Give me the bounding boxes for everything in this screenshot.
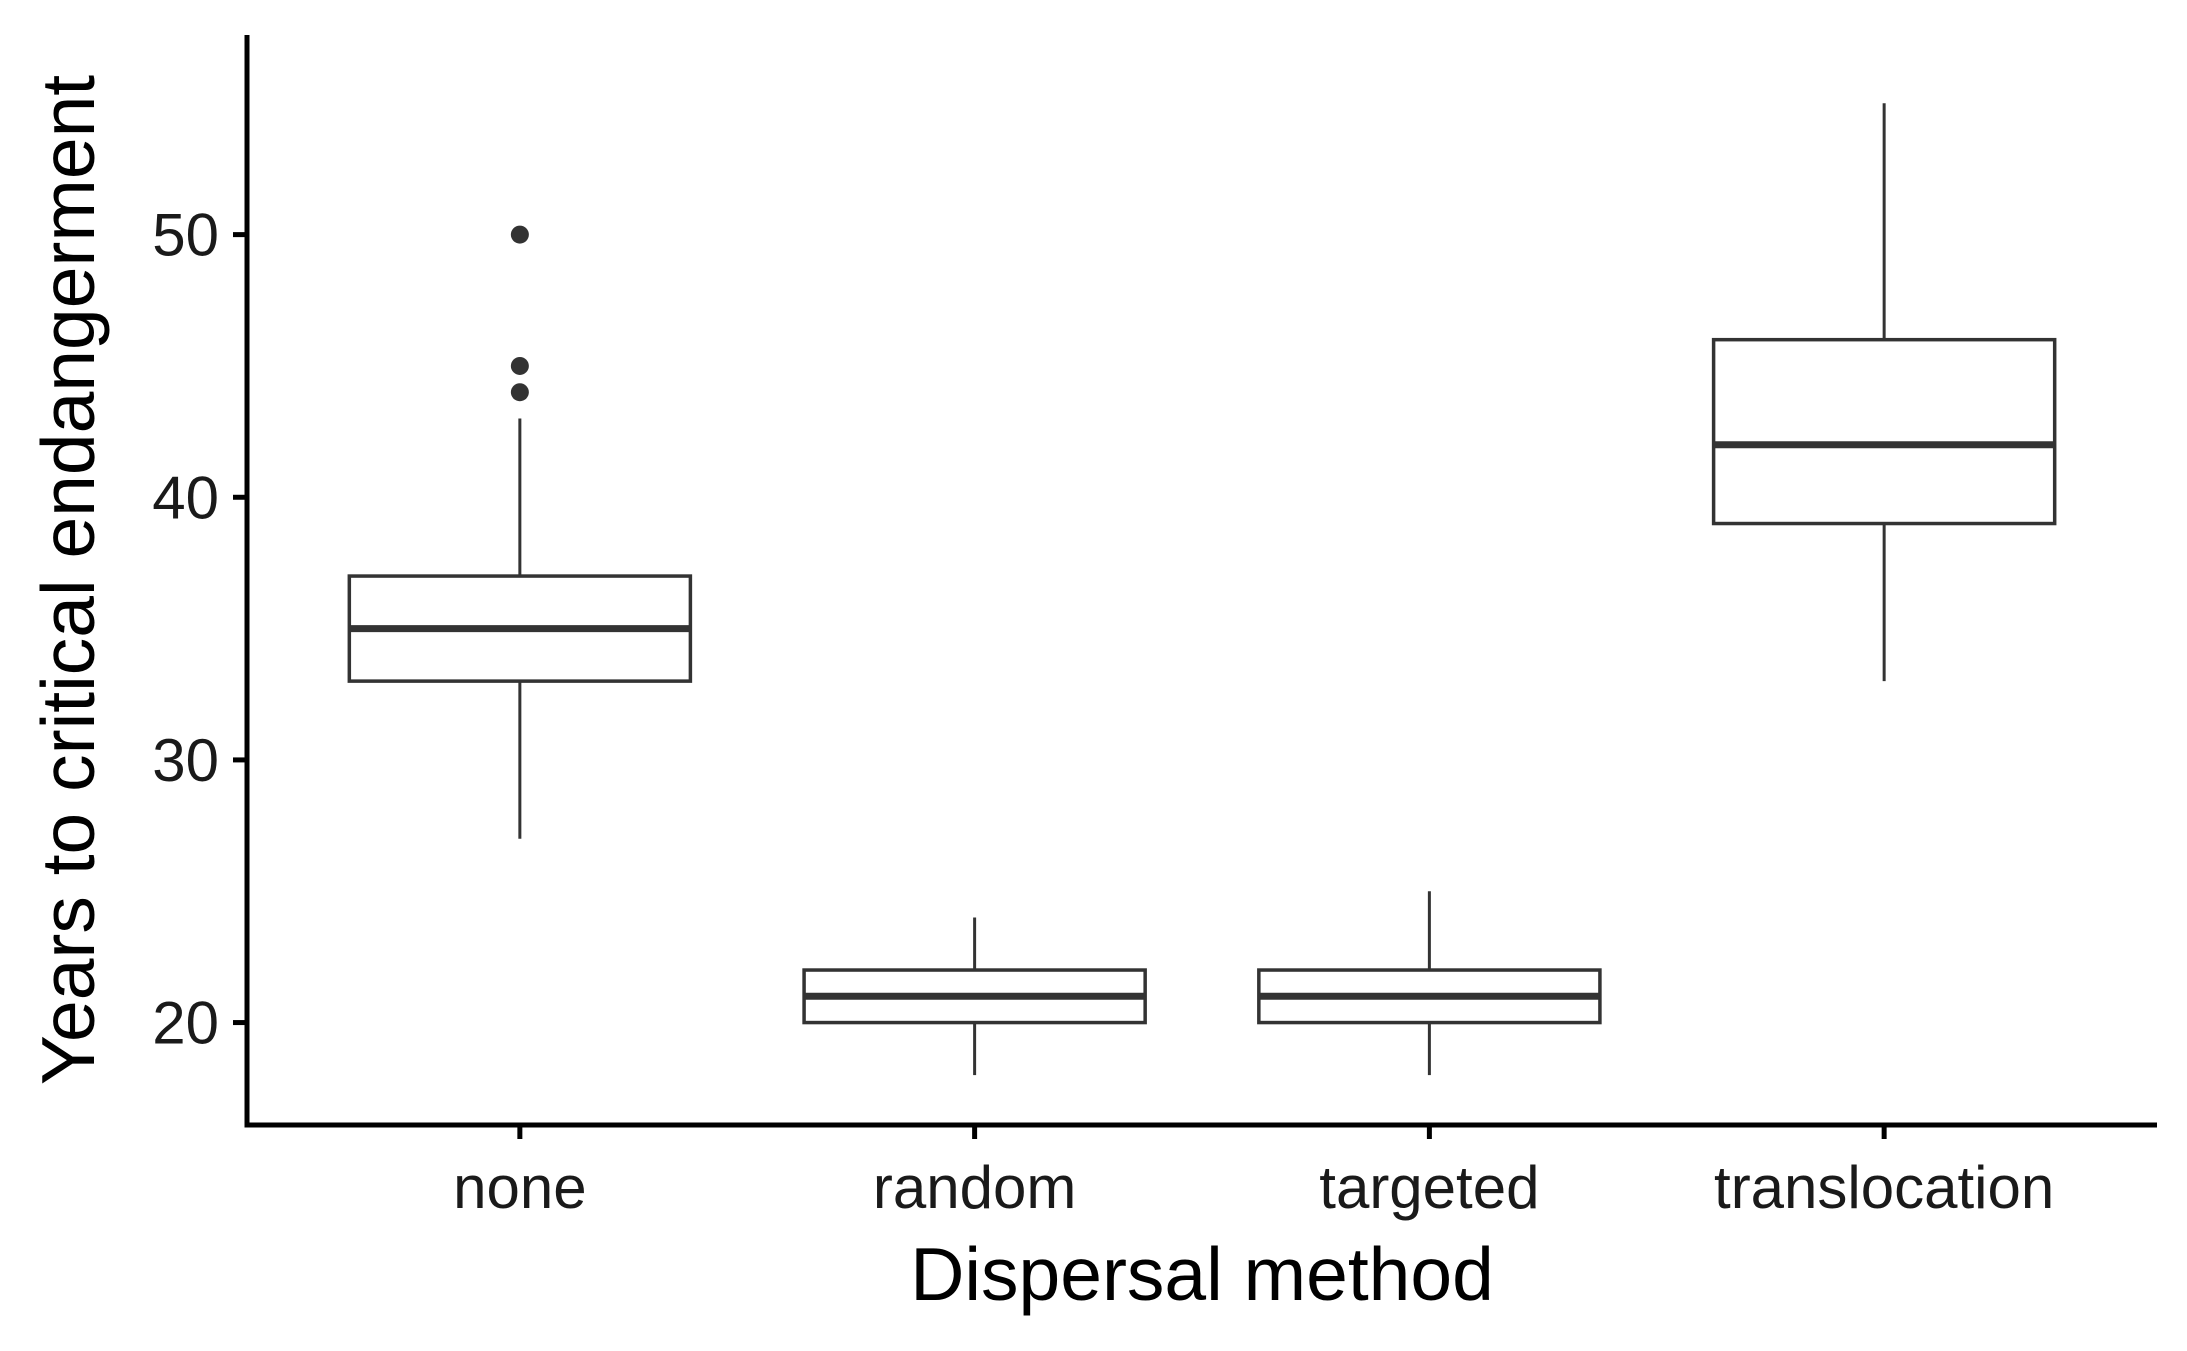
y-axis-ticks: 20 30 40 50: [152, 202, 247, 1057]
y-tick-label: 20: [152, 990, 219, 1057]
x-axis-title: Dispersal method: [910, 1232, 1494, 1316]
x-tick-label: translocation: [1714, 1154, 2054, 1221]
outlier-point: [510, 383, 529, 402]
x-tick-label: random: [873, 1154, 1076, 1221]
x-tick-label: targeted: [1319, 1154, 1539, 1221]
plot-area: [347, 103, 2057, 1076]
y-tick-label: 40: [152, 464, 219, 531]
x-axis-ticks: none random targeted translocation: [453, 1125, 2054, 1221]
box-group-none: [347, 225, 693, 839]
y-tick-label: 30: [152, 727, 219, 794]
box-group-translocation: [1711, 103, 2057, 682]
iqr-box: [1711, 337, 2057, 526]
outlier-point: [510, 225, 529, 244]
outlier-point: [510, 356, 529, 375]
box-group-random: [802, 917, 1147, 1076]
y-axis-title: Years to critical endangerment: [26, 75, 110, 1085]
y-tick-label: 50: [152, 202, 219, 269]
box-group-targeted: [1257, 891, 1602, 1076]
x-tick-label: none: [453, 1154, 586, 1221]
